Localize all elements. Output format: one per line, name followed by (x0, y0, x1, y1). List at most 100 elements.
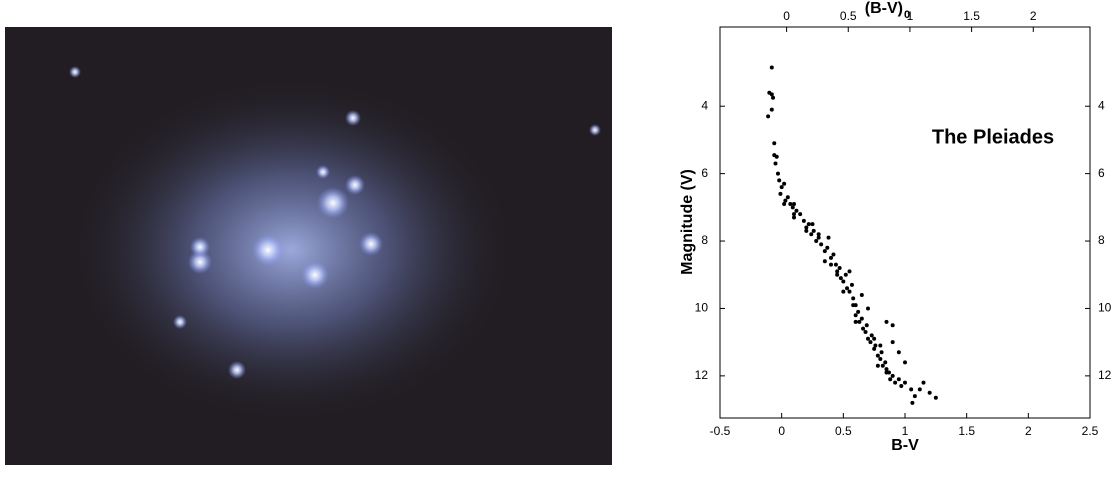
y-tick-label: 6 (701, 166, 708, 180)
data-point (913, 394, 917, 398)
data-point (854, 313, 858, 317)
data-point (891, 340, 895, 344)
data-point (881, 364, 885, 368)
data-point (928, 391, 932, 395)
x-tick-label: -0.5 (710, 424, 731, 438)
x2-tick-label: 2 (1030, 9, 1037, 23)
data-point (834, 263, 838, 267)
data-point (780, 185, 784, 189)
y2-tick-label: 12 (1098, 368, 1112, 382)
data-point (794, 209, 798, 213)
data-point (854, 320, 858, 324)
x2-tick-label: 1.5 (963, 9, 980, 23)
data-point (883, 360, 887, 364)
data-point (891, 374, 895, 378)
data-point (888, 377, 892, 381)
x-tick-label: 1.5 (958, 424, 975, 438)
x-tick-label: 2 (1025, 424, 1032, 438)
data-point (792, 212, 796, 216)
data-point (893, 381, 897, 385)
data-point (848, 290, 852, 294)
y2-tick-label: 8 (1098, 233, 1105, 247)
data-point (866, 337, 870, 341)
x2-tick-label: 1 (907, 9, 914, 23)
data-point (876, 354, 880, 358)
data-point (880, 350, 884, 354)
data-point (774, 162, 778, 166)
data-point (782, 182, 786, 186)
data-point (909, 387, 913, 391)
y-axis-label: Magnitude (V) (679, 169, 696, 275)
data-point (771, 96, 775, 100)
data-point (868, 340, 872, 344)
data-point (839, 276, 843, 280)
data-point (838, 266, 842, 270)
data-point (829, 263, 833, 267)
data-point (770, 108, 774, 112)
data-point (851, 303, 855, 307)
data-point (857, 320, 861, 324)
data-point (878, 344, 882, 348)
data-point (844, 273, 848, 277)
data-point (848, 269, 852, 273)
x-axis-label: B-V (891, 437, 919, 454)
data-point (798, 212, 802, 216)
data-point (812, 229, 816, 233)
x-tick-label: 1 (902, 424, 909, 438)
data-point (819, 242, 823, 246)
data-point (829, 256, 833, 260)
data-point (851, 296, 855, 300)
data-point (861, 327, 865, 331)
x-tick-label: 0 (778, 424, 785, 438)
data-point (899, 384, 903, 388)
data-point (872, 337, 876, 341)
data-point (792, 202, 796, 206)
data-point (823, 259, 827, 263)
data-point (831, 253, 835, 257)
data-point (814, 239, 818, 243)
x2-tick-label: 0.5 (840, 9, 857, 23)
data-point (778, 192, 782, 196)
data-point (934, 396, 938, 400)
x2-axis-label: (B-V) (865, 0, 903, 17)
data-point (860, 317, 864, 321)
data-point (876, 364, 880, 368)
data-point (841, 279, 845, 283)
data-point (802, 219, 806, 223)
data-point (865, 323, 869, 327)
y2-tick-label: 4 (1098, 98, 1105, 112)
data-point (817, 232, 821, 236)
data-point (870, 333, 874, 337)
data-point (885, 370, 889, 374)
y-tick-label: 4 (701, 98, 708, 112)
y-tick-label: 8 (701, 233, 708, 247)
data-point (918, 387, 922, 391)
data-point (910, 401, 914, 405)
data-point (864, 330, 868, 334)
y-tick-label: 10 (695, 301, 709, 315)
data-point (885, 320, 889, 324)
y2-tick-label: 10 (1098, 301, 1112, 315)
data-point (788, 202, 792, 206)
data-point (804, 229, 808, 233)
data-point (891, 323, 895, 327)
data-point (825, 246, 829, 250)
data-point (775, 155, 779, 159)
data-point (772, 141, 776, 145)
data-point (845, 286, 849, 290)
data-point (860, 293, 864, 297)
annotation: The Pleiades (932, 126, 1054, 148)
x-tick-label: 0.5 (835, 424, 852, 438)
y-tick-label: 12 (695, 368, 709, 382)
x2-tick-label: 0 (783, 9, 790, 23)
data-point (856, 310, 860, 314)
plot-frame (720, 27, 1090, 418)
x-tick-label: 2.5 (1082, 424, 1099, 438)
data-point (897, 350, 901, 354)
data-point (922, 381, 926, 385)
data-point (786, 195, 790, 199)
data-point (809, 232, 813, 236)
data-point (835, 273, 839, 277)
data-point (878, 357, 882, 361)
data-point (770, 65, 774, 69)
